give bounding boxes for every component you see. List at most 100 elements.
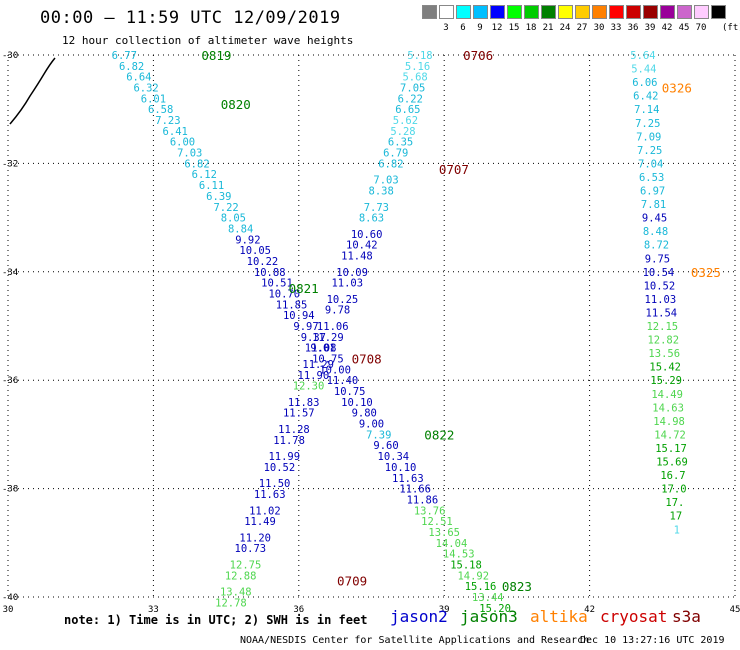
wave-height-value: 16.7 [660,470,685,482]
wave-height-value: 14.63 [652,402,684,414]
wave-height-value: 11.99 [268,451,300,463]
wave-height-value: 12.30 [293,381,325,393]
wave-height-value: 14.04 [436,538,468,550]
track-cryosat: 5.185.165.687.056.226.655.625.286.356.79… [215,48,493,609]
wave-height-value: 10.88 [254,267,286,279]
legend-swatch [507,5,522,19]
wave-height-value: 10.52 [644,280,676,292]
legend-label: 21 [542,23,554,33]
legend-swatch [609,5,624,19]
wave-height-value: 14.49 [651,389,683,401]
legend-label: 24 [559,23,571,33]
wave-height-value: 15.18 [450,559,482,571]
wave-height-value: 1 [674,524,680,536]
pass-time-label: 0819 [201,48,231,63]
legend-swatch [490,5,505,19]
credit-text: NOAA/NESDIS Center for Satellite Applica… [240,635,590,646]
wave-height-value: 7.03 [177,148,202,160]
wave-height-value: 7.05 [400,83,425,95]
wave-height-value: 5.28 [390,126,415,138]
wave-height-value: 10.25 [327,294,359,306]
wave-height-value: 11.86 [407,494,439,506]
legend-swatch [456,5,471,19]
wave-height-value: 6.82 [378,158,403,170]
wave-height-value: 11.02 [249,505,281,517]
wave-height-value: 14.98 [653,416,685,428]
legend-label: 42 [661,23,673,33]
wave-height-value: 6.01 [141,93,166,105]
legend-swatch [575,5,590,19]
pass-time-label: 0708 [352,352,382,367]
pass-time-label: 0820 [221,97,251,112]
longitude-tick-label: 39 [439,605,450,615]
wave-height-value: 7.81 [641,199,666,211]
legend-label: 30 [593,23,605,33]
longitude-tick-label: 42 [584,605,595,615]
wave-height-value: 10.42 [346,240,378,252]
wave-height-value: 7.03 [373,175,398,187]
wave-height-value: 10.05 [239,245,271,257]
legend-label: 6 [460,23,466,33]
wave-height-value: 15.20 [479,603,511,615]
wave-height-value: 11.66 [399,484,431,496]
wave-height-value: 13.56 [648,348,680,360]
wave-height-value: 5.64 [630,50,655,62]
wave-height-value: 10.52 [264,462,296,474]
legend-swatch [592,5,607,19]
latitude-tick-label: -36 [2,376,18,386]
wave-height-value: 5.18 [407,50,432,62]
legend-swatch [524,5,539,19]
wave-height-value: 10.10 [385,462,417,474]
pass-time-label: 0823 [502,579,532,594]
wave-height-value: 6.79 [383,148,408,160]
legend-label: 45 [678,23,690,33]
wave-height-value: 6.35 [388,137,413,149]
wave-height-value: 14.53 [443,549,475,561]
legend-swatch [711,5,726,19]
wave-height-value: 5.16 [405,61,430,73]
wave-height-value: 11.83 [288,397,320,409]
wave-height-value: 15.16 [465,581,497,593]
legend-label: 18 [525,23,537,33]
wave-height-value: 12.82 [647,335,679,347]
pass-time-label: 0325 [691,265,721,280]
longitude-tick-label: 36 [293,605,304,615]
wave-height-value: 17.0 [661,484,686,496]
legend-swatch [677,5,692,19]
wave-height-value: 10.00 [319,364,351,376]
wave-height-value: 7.14 [634,104,659,116]
wave-height-value: 6.64 [126,72,151,84]
wave-height-value: 11.29 [302,359,334,371]
wave-height-value: 6.77 [112,50,137,62]
wave-height-value: 7.04 [638,158,663,170]
wave-height-value: 11.03 [645,294,677,306]
wave-height-value: 7.22 [213,202,238,214]
wave-height-value: 11.57 [283,408,315,420]
wave-height-value: 6.39 [206,191,231,203]
wave-height-value: 7.25 [635,118,660,130]
wave-height-value: 7.39 [366,429,391,441]
page-title: 00:00 – 11:59 UTC 12/09/2019 [40,8,341,28]
wave-height-value: 8.48 [643,226,668,238]
graticule [7,54,736,598]
wave-height-value: 10.75 [312,354,344,366]
wave-height-value: 9.80 [352,408,377,420]
wave-height-value: 11.54 [646,307,678,319]
wave-height-value: 6.32 [133,83,158,95]
wave-height-value: 8.84 [228,223,253,235]
wave-height-value: 5.62 [393,115,418,127]
wave-height-value: 14.92 [457,570,489,582]
page-subtitle: 12 hour collection of altimeter wave hei… [62,34,354,47]
wave-height-value: 7.25 [637,145,662,157]
axis-tick-labels: 30 33 36 39 42 45 -30 -32 -34 -36 -38 -40 [2,51,740,615]
wave-height-value: 13.48 [220,587,252,599]
wave-height-value: 8.05 [221,213,246,225]
wave-height-value: 9.37 [301,332,326,344]
wave-height-value: 6.11 [199,180,224,192]
wave-height-value: 6.00 [170,137,195,149]
wave-height-value: 6.82 [184,158,209,170]
legend-swatch [643,5,658,19]
wave-height-value: 11.48 [341,251,373,263]
generated-timestamp: Dec 10 13:27:16 UTC 2019 [580,635,725,646]
